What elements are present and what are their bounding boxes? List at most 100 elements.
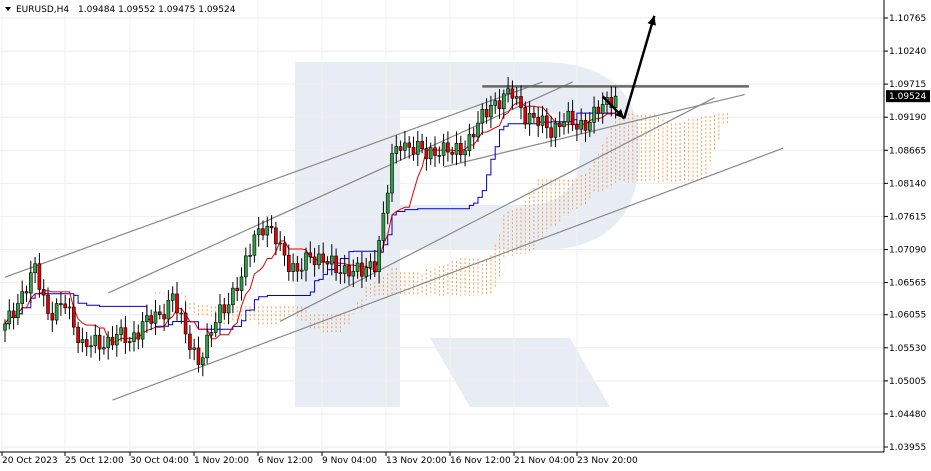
candle-bull bbox=[119, 327, 123, 335]
candle bbox=[11, 302, 16, 330]
candle-bear bbox=[583, 119, 588, 131]
candle-bull bbox=[231, 287, 235, 306]
candle-bear bbox=[41, 289, 46, 296]
candle bbox=[377, 236, 381, 284]
candle-bull bbox=[304, 252, 308, 271]
candle-bull bbox=[454, 143, 459, 155]
candle-bear bbox=[286, 254, 291, 272]
candle-bear bbox=[557, 122, 562, 127]
candle-bull bbox=[20, 291, 25, 304]
candle-bull bbox=[179, 312, 184, 315]
candle bbox=[368, 253, 373, 280]
price-tick-label: 1.09190 bbox=[889, 113, 926, 123]
price-tick-label: 1.06565 bbox=[889, 279, 926, 289]
candlesticks bbox=[3, 77, 618, 377]
candle-bull bbox=[140, 321, 145, 340]
candle bbox=[450, 146, 455, 164]
candle-bear bbox=[532, 112, 536, 118]
candle-bull bbox=[54, 303, 59, 321]
current-price-label: 1.09524 bbox=[886, 90, 930, 103]
candle bbox=[205, 323, 209, 364]
candle-bear bbox=[420, 141, 424, 150]
candle-bull bbox=[67, 306, 72, 309]
candle-bear bbox=[325, 261, 330, 265]
time-axis[interactable]: 20 Oct 2023 25 Oct 12:00 30 Oct 04:00 1 Nov… bbox=[1, 452, 638, 466]
price-tick-label: 1.08140 bbox=[889, 179, 926, 189]
candle-bull bbox=[428, 147, 433, 160]
channel-line[interactable] bbox=[107, 81, 573, 294]
time-tick-label: 30 Oct 04:00 bbox=[130, 456, 189, 466]
candle-bear bbox=[274, 227, 278, 244]
channel-line[interactable] bbox=[279, 97, 715, 322]
time-tick-label: 21 Nov 04:00 bbox=[514, 456, 575, 466]
candle bbox=[196, 336, 201, 373]
price-axis[interactable]: 1.10765 1.10240 1.09715 1.09190 1.08665 1.081… bbox=[884, 14, 926, 453]
candle-bear bbox=[544, 115, 549, 129]
candle-bull bbox=[381, 212, 386, 241]
candle bbox=[394, 135, 399, 164]
candle bbox=[424, 136, 429, 171]
dropdown-triangle-icon[interactable] bbox=[5, 7, 11, 11]
candle bbox=[33, 256, 37, 284]
candle-bull bbox=[106, 336, 110, 348]
forecast-arrow-shaft[interactable] bbox=[623, 15, 656, 119]
candle-bear bbox=[321, 253, 326, 262]
candle-bull bbox=[166, 299, 171, 320]
candle bbox=[295, 255, 300, 282]
candle bbox=[557, 111, 562, 138]
candle bbox=[7, 299, 12, 330]
channel-line[interactable] bbox=[4, 81, 543, 278]
candle-bear bbox=[196, 347, 201, 365]
forecast-arrows[interactable] bbox=[601, 15, 656, 120]
candle-bull bbox=[527, 112, 532, 125]
candle-bull bbox=[385, 192, 390, 214]
candle-bear bbox=[162, 314, 166, 320]
candle-bull bbox=[291, 263, 295, 272]
candle bbox=[415, 131, 420, 167]
candle bbox=[506, 77, 510, 103]
candle bbox=[381, 201, 386, 248]
candle bbox=[403, 130, 407, 159]
candle bbox=[123, 316, 128, 354]
candle bbox=[256, 217, 261, 247]
kijun-sen-line bbox=[5, 112, 616, 330]
forecast-arrowhead-icon[interactable] bbox=[647, 15, 656, 26]
candle bbox=[76, 321, 80, 354]
candle-bear bbox=[484, 109, 489, 118]
candle bbox=[420, 133, 424, 154]
candle bbox=[188, 325, 192, 359]
candle-bear bbox=[338, 272, 343, 274]
candle-bull bbox=[115, 334, 119, 346]
channel-line[interactable] bbox=[112, 147, 784, 401]
candle bbox=[213, 312, 218, 338]
candle bbox=[592, 96, 596, 134]
candle-bull bbox=[355, 262, 360, 272]
candle bbox=[385, 184, 390, 225]
candle bbox=[170, 286, 175, 312]
trendlines[interactable] bbox=[4, 81, 784, 401]
forecast-arrowhead-icon[interactable] bbox=[614, 108, 625, 119]
candle-bear bbox=[158, 311, 162, 315]
candle bbox=[54, 298, 59, 325]
candle bbox=[510, 80, 515, 110]
candle-bull bbox=[441, 142, 446, 156]
candle-bull bbox=[252, 234, 257, 256]
candle-bull bbox=[209, 332, 214, 336]
candle-bull bbox=[342, 265, 347, 274]
candle-bear bbox=[372, 261, 377, 273]
candle-bear bbox=[261, 228, 265, 236]
candle bbox=[218, 294, 222, 335]
candle-bear bbox=[46, 294, 50, 314]
candle-bull bbox=[493, 100, 498, 106]
candle bbox=[274, 221, 278, 256]
candle-bull bbox=[368, 261, 373, 268]
time-tick-label: 6 Nov 12:00 bbox=[258, 456, 313, 466]
candle-bear bbox=[175, 293, 179, 314]
candle-bull bbox=[153, 311, 158, 324]
candle bbox=[437, 146, 442, 164]
candle bbox=[308, 241, 313, 264]
candle-bull bbox=[613, 95, 618, 108]
candle-bull bbox=[201, 357, 205, 365]
